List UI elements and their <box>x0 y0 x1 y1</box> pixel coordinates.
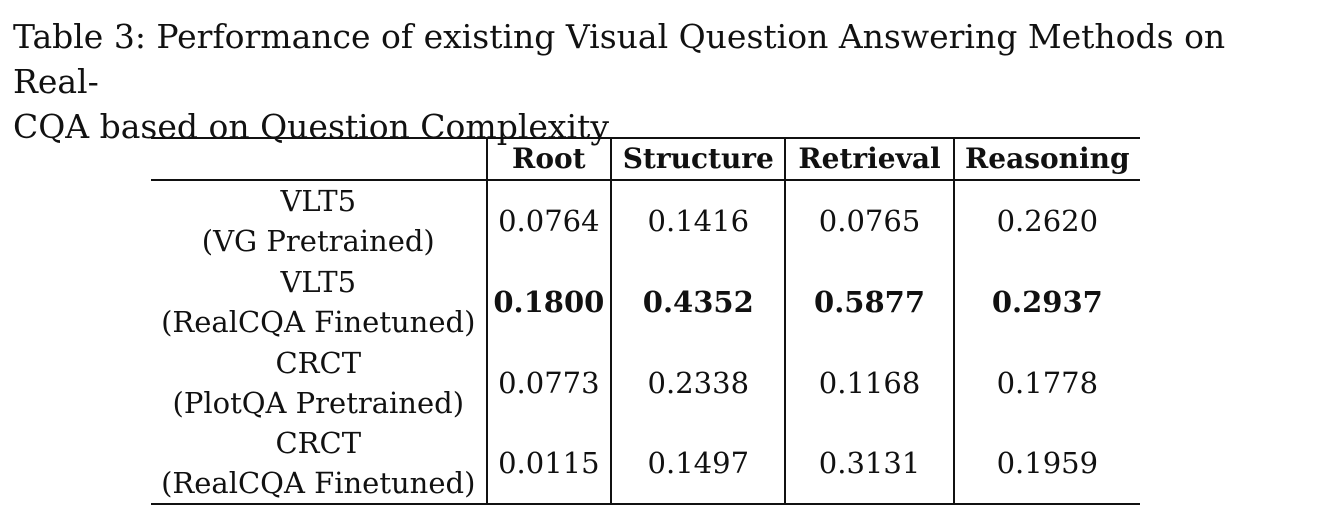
structure-value: 0.4352 <box>610 261 786 342</box>
retrieval-value: 0.3131 <box>784 423 954 504</box>
table-row: CRCT (RealCQA Finetuned) 0.0115 0.1497 0… <box>151 423 1140 504</box>
method-name: VLT5 <box>280 184 357 218</box>
method-cell: CRCT (PlotQA Pretrained) <box>151 342 487 423</box>
structure-value: 0.1416 <box>610 180 786 261</box>
reasoning-value: 0.1959 <box>952 423 1140 504</box>
root-value: 0.0115 <box>485 423 612 504</box>
reasoning-value: 0.2937 <box>952 261 1140 342</box>
reasoning-value: 0.2620 <box>952 180 1140 261</box>
structure-value: 0.1497 <box>610 423 786 504</box>
method-variant: (RealCQA Finetuned) <box>161 466 476 500</box>
retrieval-value: 0.5877 <box>784 261 954 342</box>
table-caption: Table 3: Performance of existing Visual … <box>13 14 1303 149</box>
method-name: CRCT <box>275 345 362 380</box>
root-value: 0.0773 <box>485 342 612 423</box>
reasoning-value: 0.1778 <box>952 342 1140 423</box>
table-row: CRCT (PlotQA Pretrained) 0.0773 0.2338 0… <box>151 342 1140 423</box>
header-method <box>151 138 487 180</box>
header-row: Root Structure Retrieval Reasoning <box>151 138 1140 180</box>
structure-value: 0.2338 <box>610 342 786 423</box>
method-variant: (RealCQA Finetuned) <box>161 304 476 339</box>
table-row: VLT5 (VG Pretrained) 0.0764 0.1416 0.076… <box>151 180 1140 261</box>
results-table: Root Structure Retrieval Reasoning VLT5 … <box>151 137 1140 505</box>
header-reasoning: Reasoning <box>952 138 1140 180</box>
method-cell: VLT5 (VG Pretrained) <box>151 180 487 261</box>
table-row: VLT5 (RealCQA Finetuned) 0.1800 0.4352 0… <box>151 261 1140 342</box>
header-structure: Structure <box>610 138 786 180</box>
caption-line-1: Table 3: Performance of existing Visual … <box>13 17 1226 101</box>
retrieval-value: 0.1168 <box>784 342 954 423</box>
root-value: 0.0764 <box>485 180 612 261</box>
root-value: 0.1800 <box>485 261 612 342</box>
header-root: Root <box>485 138 612 180</box>
method-name: CRCT <box>275 426 362 460</box>
method-cell: VLT5 (RealCQA Finetuned) <box>151 261 487 342</box>
method-name: VLT5 <box>280 264 357 299</box>
method-variant: (VG Pretrained) <box>201 224 435 258</box>
method-variant: (PlotQA Pretrained) <box>172 385 465 420</box>
retrieval-value: 0.0765 <box>784 180 954 261</box>
method-cell: CRCT (RealCQA Finetuned) <box>151 423 487 504</box>
header-retrieval: Retrieval <box>784 138 954 180</box>
